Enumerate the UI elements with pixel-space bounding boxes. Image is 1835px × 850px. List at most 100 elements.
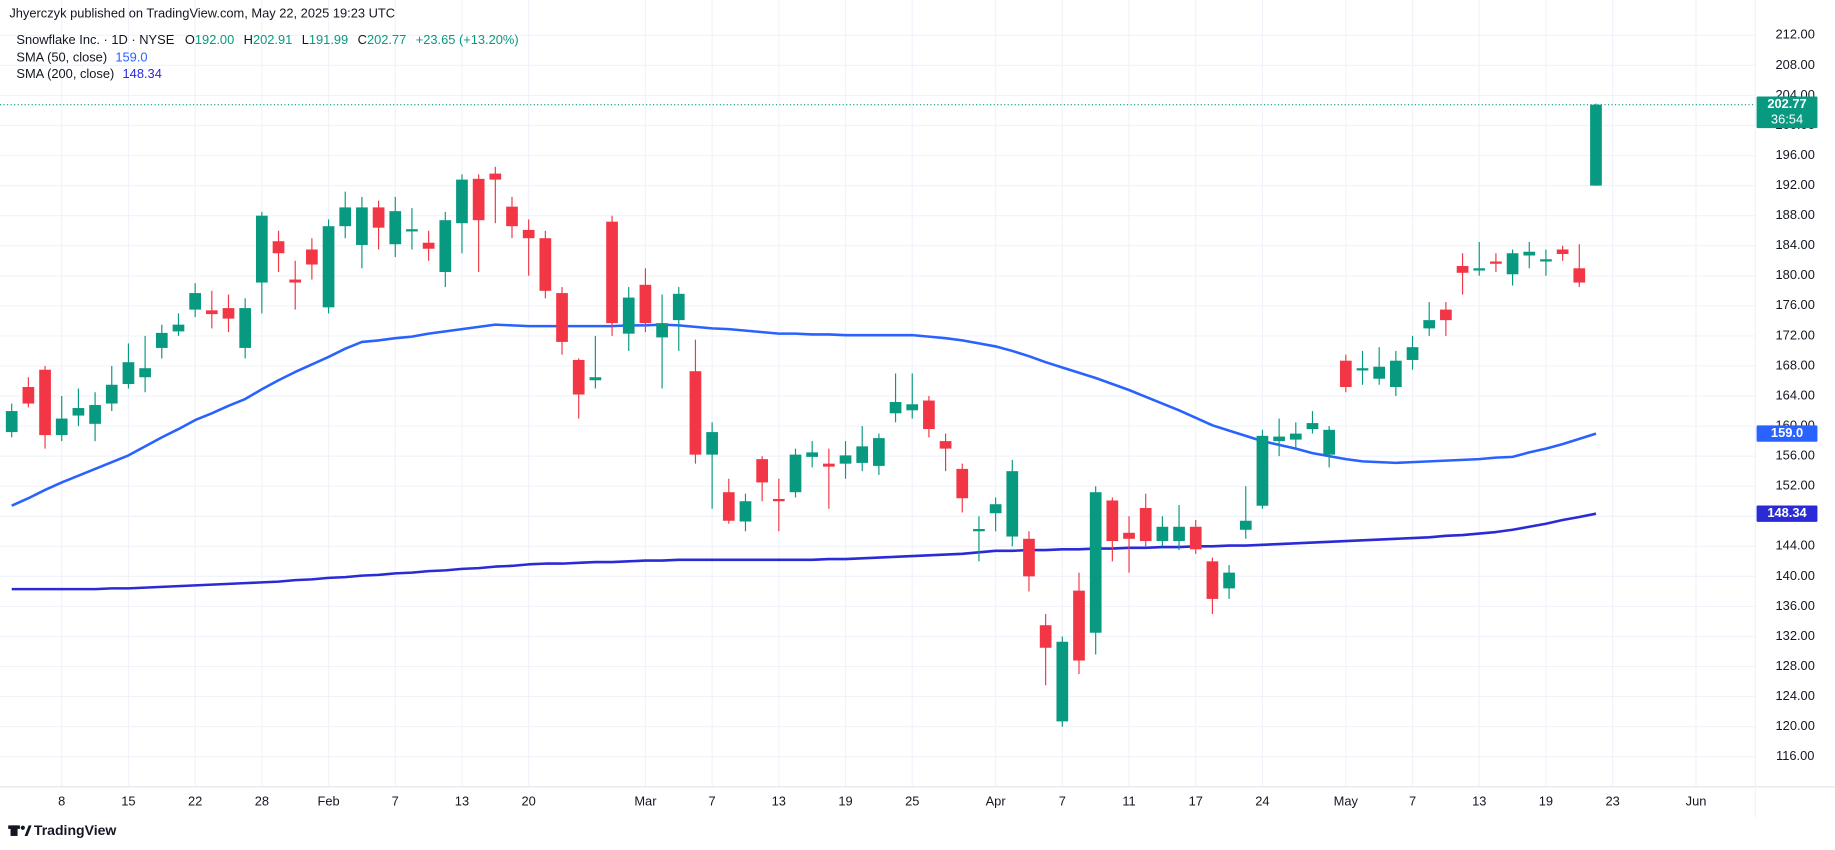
- y-tick-label: 180.00: [1776, 267, 1815, 282]
- y-tick-label: 184.00: [1776, 237, 1815, 252]
- candle-body: [472, 178, 485, 221]
- quote-key: C: [358, 32, 367, 47]
- candle-body: [722, 492, 735, 521]
- x-tick-label: 13: [772, 793, 786, 808]
- x-tick-label: 13: [455, 793, 469, 808]
- candle-body: [606, 221, 618, 324]
- logo-part: [8, 825, 20, 829]
- candle-body: [1440, 309, 1452, 321]
- candle-body: [1506, 253, 1519, 275]
- candle-body: [1123, 532, 1135, 539]
- y-tick-label: 164.00: [1776, 387, 1815, 402]
- candle-body: [806, 452, 819, 457]
- candle-body: [539, 238, 552, 291]
- x-tick-label: 28: [255, 793, 269, 808]
- candle-body: [356, 207, 368, 245]
- candle-body: [1390, 360, 1402, 388]
- candle-body: [1490, 261, 1502, 264]
- quote-value: 202.77: [367, 32, 406, 47]
- candle-body: [1206, 561, 1219, 599]
- quote-value: 191.99: [309, 32, 348, 47]
- symbol-line: Snowflake Inc. · 1D · NYSE O192.00 H202.…: [16, 32, 518, 47]
- candle-body: [506, 206, 518, 227]
- y-tick-label: 196.00: [1776, 147, 1815, 162]
- x-tick-label: Apr: [986, 793, 1007, 808]
- y-tick-label: 120.00: [1776, 718, 1815, 733]
- quote-value: 192.00: [195, 32, 234, 47]
- x-tick-label: May: [1334, 793, 1359, 808]
- y-tick-label: 136.00: [1776, 598, 1815, 613]
- candle-body: [155, 332, 168, 348]
- candle-body: [1023, 538, 1035, 577]
- quote-key: H: [244, 32, 253, 47]
- candle-body: [406, 229, 418, 232]
- candle-body: [1289, 433, 1302, 440]
- x-tick-label: 7: [1409, 793, 1416, 808]
- x-tick-label: 15: [121, 793, 135, 808]
- candle-body: [389, 211, 402, 245]
- candle-body: [973, 529, 985, 532]
- sma-line: [11, 512, 1597, 591]
- quote-change: +23.65 (+13.20%): [416, 32, 519, 47]
- y-tick-label: 152.00: [1776, 478, 1815, 493]
- x-tick-label: 8: [58, 793, 65, 808]
- candle-body: [522, 229, 535, 239]
- candle-body: [22, 387, 35, 404]
- x-tick-label: 23: [1605, 793, 1619, 808]
- candle-body: [956, 468, 969, 499]
- candle-body: [989, 504, 1002, 514]
- candle-body: [772, 498, 785, 502]
- candle-body: [639, 284, 652, 324]
- legend-value: 148.34: [123, 66, 162, 81]
- legend-name: SMA (50, close): [16, 50, 107, 65]
- candle-body: [706, 432, 718, 455]
- logo-part: [20, 825, 25, 830]
- candle-body: [55, 418, 68, 436]
- candle-body: [1189, 526, 1202, 550]
- last-price-badge: [1756, 96, 1818, 129]
- candle-body: [856, 446, 869, 463]
- candle-body: [556, 293, 568, 342]
- candle-body: [739, 501, 752, 522]
- candle-body: [255, 215, 268, 283]
- candle-body: [456, 179, 468, 224]
- candle-body: [1356, 368, 1369, 371]
- legend-entry: SMA (200, close) 148.34: [16, 66, 161, 81]
- candle-body: [1456, 266, 1469, 273]
- brand: TradingView: [34, 822, 116, 838]
- candle-body: [89, 405, 101, 424]
- candle-body: [1473, 268, 1486, 271]
- y-tick-label: 144.00: [1776, 538, 1815, 553]
- quote-key: L: [302, 32, 309, 47]
- candle-body: [139, 368, 151, 378]
- candle-body: [906, 404, 919, 411]
- candle-body: [1406, 347, 1419, 360]
- candle-body: [272, 241, 285, 254]
- legend-value: 159.0: [115, 50, 147, 65]
- x-tick-label: 20: [522, 793, 536, 808]
- legend-entry: SMA (50, close) 159.0: [16, 50, 147, 65]
- candle-body: [1089, 492, 1102, 633]
- y-tick-label: 188.00: [1776, 207, 1815, 222]
- y-tick-label: 208.00: [1776, 57, 1815, 72]
- candle-body: [756, 459, 768, 483]
- candle-body: [306, 249, 318, 265]
- candle-body: [589, 377, 602, 381]
- candle-body: [372, 207, 385, 228]
- header: Jhyerczyk published on TradingView.com, …: [9, 5, 518, 81]
- y-tick-label: 156.00: [1776, 448, 1815, 463]
- candle-body: [339, 207, 352, 227]
- candle-body: [923, 400, 935, 430]
- y-tick-label: 140.00: [1776, 568, 1815, 583]
- x-tick-label: 7: [1059, 793, 1066, 808]
- x-tick-label: 19: [838, 793, 852, 808]
- x-tick-label: 22: [188, 793, 202, 808]
- candle-body: [122, 362, 135, 384]
- y-tick-label: 192.00: [1776, 177, 1815, 192]
- candle-body: [1256, 435, 1269, 506]
- candle-body: [1423, 320, 1436, 329]
- candle-body: [889, 402, 902, 414]
